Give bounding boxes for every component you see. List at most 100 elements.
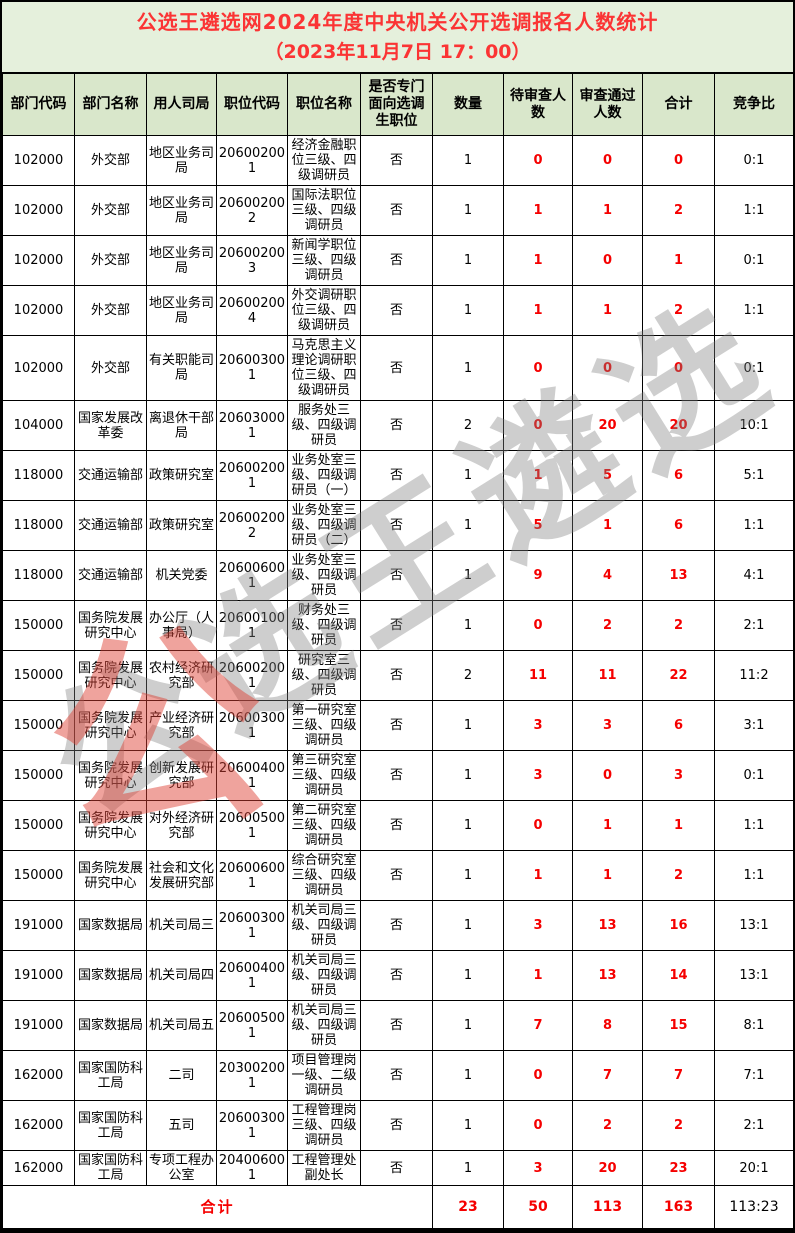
dept-name-cell: 外交部 bbox=[74, 335, 147, 401]
column-header-pending-count: 待审查人数 bbox=[503, 72, 573, 136]
page-title-block: 公选王遴选网2024年度中央机关公开选调报名人数统计 （2023年11月7日 1… bbox=[2, 2, 793, 72]
special-flag-cell: 否 bbox=[360, 700, 433, 751]
ratio-cell: 11:2 bbox=[714, 650, 793, 701]
position-name-cell: 第二研究室三级、四级调研员 bbox=[287, 800, 361, 851]
column-header-bureau: 用人司局 bbox=[146, 72, 217, 136]
position-name-cell: 服务处三级、四级调研员 bbox=[287, 400, 361, 451]
dept-name-cell: 国家国防科工局 bbox=[74, 1050, 147, 1101]
passed-count-cell: 7 bbox=[572, 1050, 643, 1101]
passed-count-cell: 1 bbox=[572, 850, 643, 901]
ratio-cell: 5:1 bbox=[714, 450, 793, 501]
table-header-row: 部门代码 部门名称 用人司局 职位代码 职位名称 是否专门面向选调生职位 数量 待审查人数 审查… bbox=[2, 72, 793, 136]
pending-count-cell: 7 bbox=[503, 1000, 573, 1051]
pending-count-cell: 3 bbox=[503, 700, 573, 751]
bureau-cell: 有关职能司局 bbox=[146, 335, 217, 401]
ratio-cell: 1:1 bbox=[714, 500, 793, 551]
bureau-cell: 政策研究室 bbox=[146, 500, 217, 551]
special-flag-cell: 否 bbox=[360, 900, 433, 951]
ratio-cell: 2:1 bbox=[714, 600, 793, 651]
quantity-cell: 1 bbox=[432, 1150, 504, 1186]
ratio-cell: 8:1 bbox=[714, 1000, 793, 1051]
total-count-cell: 6 bbox=[642, 700, 715, 751]
bureau-cell: 地区业务司局 bbox=[146, 185, 217, 236]
dept-code-cell: 150000 bbox=[2, 750, 75, 801]
table-row: 162000 国家国防科工局 专项工程办公室 204006001 工程管理处副处长否 1 3… bbox=[2, 1150, 793, 1186]
dept-code-cell: 191000 bbox=[2, 900, 75, 951]
page-subtitle: （2023年11月7日 17：00） bbox=[264, 40, 531, 63]
special-flag-cell: 否 bbox=[360, 400, 433, 451]
passed-count-cell: 0 bbox=[572, 335, 643, 401]
special-flag-cell: 否 bbox=[360, 800, 433, 851]
quantity-cell: 1 bbox=[432, 1100, 504, 1151]
dept-name-cell: 外交部 bbox=[74, 285, 147, 336]
position-name-cell: 马克思主义理论调研职位三级、四级调研员 bbox=[287, 335, 361, 401]
pending-count-cell: 1 bbox=[503, 850, 573, 901]
total-count-cell: 2 bbox=[642, 600, 715, 651]
total-count-cell: 2 bbox=[642, 850, 715, 901]
position-name-cell: 工程管理岗三级、四级调研员 bbox=[287, 1100, 361, 1151]
table-row: 162000 国家国防科工局 五司 206003001 工程管理岗三级、四级调研员否 1 0… bbox=[2, 1100, 793, 1151]
position-name-cell: 机关司局三级、四级调研员 bbox=[287, 900, 361, 951]
position-name-cell: 业务处室三级、四级调研员 bbox=[287, 550, 361, 601]
special-flag-cell: 否 bbox=[360, 650, 433, 701]
passed-count-cell: 1 bbox=[572, 185, 643, 236]
ratio-cell: 0:1 bbox=[714, 750, 793, 801]
summary-total-count: 163 bbox=[642, 1185, 715, 1229]
pending-count-cell: 0 bbox=[503, 1050, 573, 1101]
pending-count-cell: 3 bbox=[503, 900, 573, 951]
quantity-cell: 1 bbox=[432, 900, 504, 951]
position-name-cell: 第三研究室三级、四级调研员 bbox=[287, 750, 361, 801]
quantity-cell: 1 bbox=[432, 750, 504, 801]
position-name-cell: 经济金融职位三级、四级调研员 bbox=[287, 135, 361, 186]
dept-code-cell: 118000 bbox=[2, 550, 75, 601]
quantity-cell: 1 bbox=[432, 450, 504, 501]
bureau-cell: 政策研究室 bbox=[146, 450, 217, 501]
position-name-cell: 综合研究室三级、四级调研员 bbox=[287, 850, 361, 901]
dept-code-cell: 118000 bbox=[2, 450, 75, 501]
pending-count-cell: 1 bbox=[503, 185, 573, 236]
position-name-cell: 项目管理岗一级、二级调研员 bbox=[287, 1050, 361, 1101]
table-row: 118000 交通运输部 政策研究室 206002002 业务处室三级、四级调研员（二）… bbox=[2, 500, 793, 551]
position-code-cell: 206006001 bbox=[216, 550, 288, 601]
total-count-cell: 3 bbox=[642, 750, 715, 801]
passed-count-cell: 0 bbox=[572, 750, 643, 801]
bureau-cell: 地区业务司局 bbox=[146, 235, 217, 286]
position-code-cell: 206004001 bbox=[216, 750, 288, 801]
special-flag-cell: 否 bbox=[360, 1000, 433, 1051]
dept-code-cell: 150000 bbox=[2, 800, 75, 851]
passed-count-cell: 13 bbox=[572, 900, 643, 951]
ratio-cell: 3:1 bbox=[714, 700, 793, 751]
table-row: 118000 交通运输部 政策研究室 206002001 业务处室三级、四级调研员（一）… bbox=[2, 450, 793, 501]
table-row: 150000 国务院发展研究中心 创新发展研究部 206004001 第三研究室三级、四… bbox=[2, 750, 793, 801]
column-header-special-flag: 是否专门面向选调生职位 bbox=[360, 72, 433, 136]
position-code-cell: 206030001 bbox=[216, 400, 288, 451]
position-code-cell: 206004001 bbox=[216, 950, 288, 1001]
passed-count-cell: 1 bbox=[572, 500, 643, 551]
position-name-cell: 第一研究室三级、四级调研员 bbox=[287, 700, 361, 751]
total-count-cell: 2 bbox=[642, 285, 715, 336]
position-code-cell: 206003001 bbox=[216, 335, 288, 401]
pending-count-cell: 0 bbox=[503, 135, 573, 186]
column-header-dept-code: 部门代码 bbox=[2, 72, 75, 136]
column-header-position-code: 职位代码 bbox=[216, 72, 288, 136]
dept-name-cell: 国家数据局 bbox=[74, 950, 147, 1001]
table-row: 102000 外交部 地区业务司局 206002001 经济金融职位三级、四级调研员否 1… bbox=[2, 135, 793, 186]
pending-count-cell: 3 bbox=[503, 1150, 573, 1186]
dept-code-cell: 118000 bbox=[2, 500, 75, 551]
total-count-cell: 6 bbox=[642, 450, 715, 501]
total-count-cell: 1 bbox=[642, 800, 715, 851]
pending-count-cell: 1 bbox=[503, 950, 573, 1001]
ratio-cell: 13:1 bbox=[714, 950, 793, 1001]
position-code-cell: 206002001 bbox=[216, 650, 288, 701]
dept-code-cell: 162000 bbox=[2, 1150, 75, 1186]
dept-name-cell: 国家数据局 bbox=[74, 900, 147, 951]
special-flag-cell: 否 bbox=[360, 185, 433, 236]
bureau-cell: 离退休干部局 bbox=[146, 400, 217, 451]
dept-code-cell: 191000 bbox=[2, 950, 75, 1001]
column-header-total-count: 合计 bbox=[642, 72, 715, 136]
position-code-cell: 206003001 bbox=[216, 700, 288, 751]
dept-code-cell: 102000 bbox=[2, 185, 75, 236]
dept-name-cell: 交通运输部 bbox=[74, 500, 147, 551]
ratio-cell: 0:1 bbox=[714, 135, 793, 186]
